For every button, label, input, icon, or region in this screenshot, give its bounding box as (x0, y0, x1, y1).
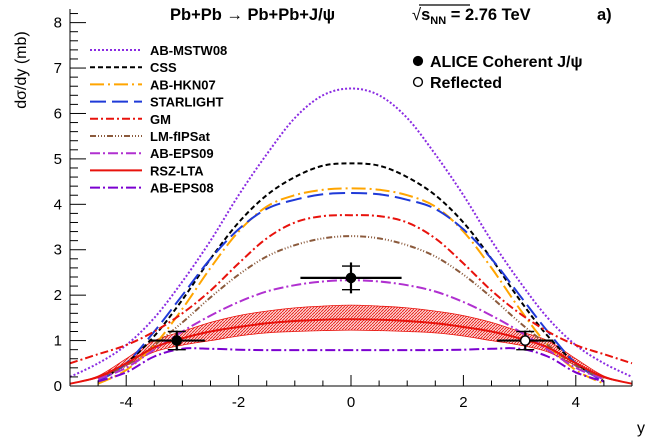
legend: AB-MSTW08 CSS AB-HKN07 STARLIGHT GM LM-fIPSat… (90, 43, 583, 196)
x-tick-label-3: 2 (459, 394, 467, 411)
curve-css (97, 162, 605, 383)
curve-gm (69, 214, 633, 365)
tick-labels: -4 -2 0 2 4 0 1 2 3 4 5 6 7 8 (54, 15, 580, 411)
x-tick-label-0: -4 (120, 394, 133, 411)
curve-ab-hkn07 (97, 187, 605, 385)
energy-label: √sNN = 2.76 TeV (412, 6, 531, 27)
legend-label-ab-eps08: AB-EPS08 (150, 181, 214, 196)
panel-label: a) (597, 6, 612, 24)
legend-label-alice-coherent-j: ALICE Coherent J/ψ (430, 54, 583, 71)
x-tick-label-1: -2 (232, 394, 245, 411)
legend-label-rsz-lta: RSZ-LTA (150, 163, 204, 178)
x-axis-label: y (637, 420, 645, 437)
y-tick-label-3: 3 (54, 242, 62, 259)
y-axis-label: dσ/dy (mb) (13, 31, 30, 108)
legend-label-lm-fipsat: LM-fIPSat (150, 129, 211, 144)
y-tick-label-8: 8 (54, 15, 62, 32)
y-tick-label-2: 2 (54, 287, 62, 304)
chart-title: Pb+Pb → Pb+Pb+J/ψ (170, 6, 335, 24)
data-points (148, 262, 554, 351)
y-tick-label-4: 4 (54, 196, 62, 213)
y-tick-label-0: 0 (54, 378, 62, 395)
x-tick-label-2: 0 (347, 394, 355, 411)
legend-label-gm: GM (150, 112, 171, 127)
y-tick-label-6: 6 (54, 105, 62, 122)
curve-ab-eps08 (97, 347, 605, 383)
legend-label-reflected: Reflected (430, 75, 502, 92)
curve-starlight (97, 191, 605, 383)
legend-label-ab-mstw08: AB-MSTW08 (150, 43, 227, 58)
legend-label-ab-eps09: AB-EPS09 (150, 146, 214, 161)
curve-rsz-lta (69, 318, 633, 385)
legend-marker-alice-coherent-j (412, 55, 424, 67)
alice-coherent-j-point-0-syst (167, 330, 186, 351)
y-tick-label-5: 5 (54, 151, 62, 168)
reflected-point-0-syst (516, 330, 535, 351)
curve-ab-mstw08 (69, 87, 633, 378)
alice-coherent-j-point-1-syst (342, 265, 360, 291)
legend-label-css: CSS (150, 60, 177, 75)
alice-coherent-j-point-0 (171, 335, 183, 346)
legend-marker-reflected (412, 76, 424, 88)
curve-lm-fipsat (97, 235, 605, 381)
x-tick-label-4: 4 (572, 394, 580, 411)
alice-coherent-j-point-1 (345, 272, 357, 284)
legend-label-ab-hkn07: AB-HKN07 (150, 77, 216, 92)
reflected-point-0 (519, 335, 531, 346)
legend-label-starlight: STARLIGHT (150, 95, 223, 110)
axes (69, 9, 633, 387)
y-tick-label-7: 7 (54, 60, 62, 77)
y-tick-label-1: 1 (54, 333, 62, 350)
